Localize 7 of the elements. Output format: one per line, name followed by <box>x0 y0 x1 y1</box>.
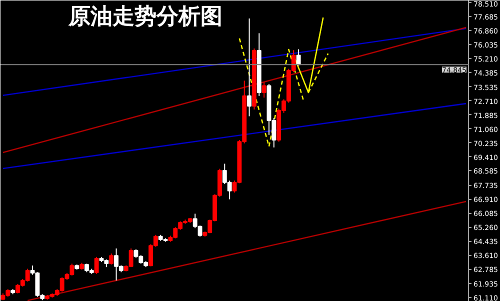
candlestick <box>247 18 252 117</box>
chart-title: 原油走势分析图 <box>68 4 222 30</box>
candlestick <box>109 253 114 266</box>
line-series <box>238 38 304 148</box>
candlestick <box>94 256 99 274</box>
candlestick <box>296 48 301 66</box>
candlestick <box>262 82 266 98</box>
